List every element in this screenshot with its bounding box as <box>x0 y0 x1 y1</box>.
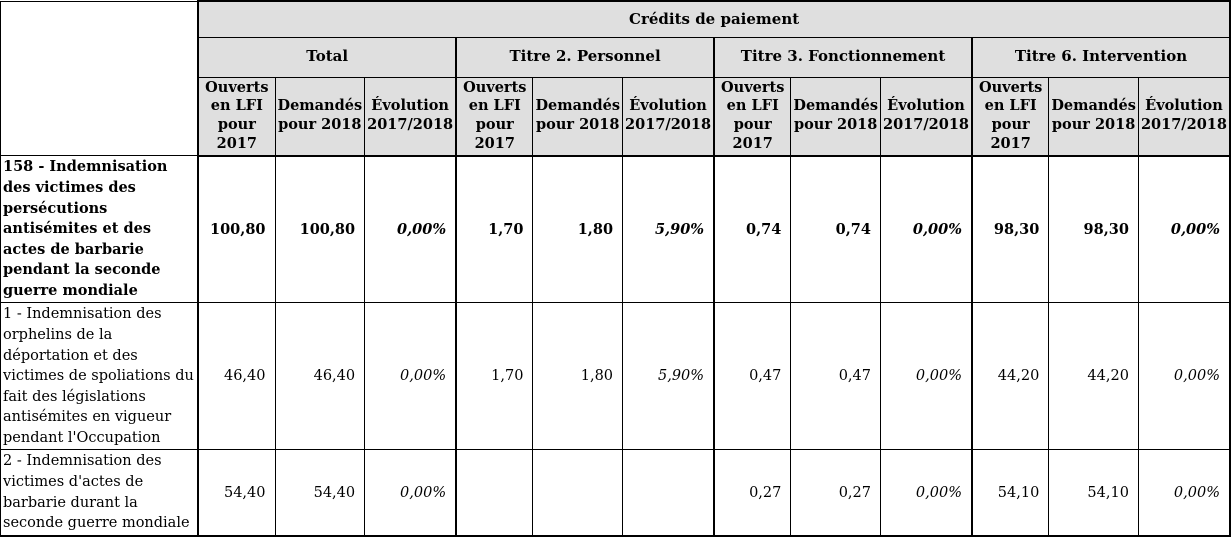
table-row-action-1: 1 - Indemnisation des orphelins de la dé… <box>0 302 1231 451</box>
value-cell: 46,40 <box>197 302 276 451</box>
empty-corner-cell <box>0 0 199 157</box>
value-cell: 44,20 <box>1048 302 1139 451</box>
value-cell: 100,80 <box>274 155 366 304</box>
row-label: 1 - Indemnisation des orphelins de la dé… <box>0 302 199 451</box>
table-row-program-158: 158 - Indemnisation des victimes des per… <box>0 155 1231 304</box>
value-cell: 0,47 <box>790 302 881 451</box>
value-cell <box>455 449 534 537</box>
value-cell: 100,80 <box>197 155 276 304</box>
subheader-demandes-2018: Demandés pour 2018 <box>790 76 881 157</box>
value-cell: 0,00% <box>364 449 457 537</box>
value-cell: 0,00% <box>364 155 457 304</box>
value-cell: 0,00% <box>1137 302 1231 451</box>
row-label: 158 - Indemnisation des victimes des per… <box>0 155 199 304</box>
value-cell: 0,74 <box>790 155 881 304</box>
group-header-titre3-fonctionnement: Titre 3. Fonctionnement <box>713 36 973 78</box>
value-cell: 54,10 <box>1048 449 1139 537</box>
subheader-demandes-2018: Demandés pour 2018 <box>1048 76 1139 157</box>
value-cell: 0,27 <box>790 449 881 537</box>
value-cell: 54,40 <box>197 449 276 537</box>
row-label: 2 - Indemnisation des victimes d'actes d… <box>0 449 199 537</box>
table-row-action-2: 2 - Indemnisation des victimes d'actes d… <box>0 449 1231 537</box>
value-cell: 44,20 <box>971 302 1050 451</box>
value-cell: 5,90% <box>622 155 715 304</box>
value-cell: 98,30 <box>1048 155 1139 304</box>
group-header-titre2-personnel: Titre 2. Personnel <box>455 36 715 78</box>
value-cell: 0,00% <box>879 155 973 304</box>
subheader-ouverts-lfi-2017: Ouverts en LFI pour 2017 <box>713 76 792 157</box>
value-cell: 0,47 <box>713 302 792 451</box>
value-cell: 98,30 <box>971 155 1050 304</box>
value-cell: 1,80 <box>532 155 624 304</box>
subheader-evolution: Évolution 2017/2018 <box>1137 76 1231 157</box>
subheader-ouverts-lfi-2017: Ouverts en LFI pour 2017 <box>455 76 534 157</box>
value-cell: 0,00% <box>1137 449 1231 537</box>
credits-de-paiement-header: Crédits de paiement <box>197 0 1231 38</box>
value-cell: 1,80 <box>532 302 624 451</box>
value-cell: 1,70 <box>455 302 534 451</box>
subheader-evolution: Évolution 2017/2018 <box>364 76 457 157</box>
value-cell: 0,00% <box>1137 155 1231 304</box>
value-cell: 0,00% <box>879 302 973 451</box>
value-cell <box>622 449 715 537</box>
subheader-evolution: Évolution 2017/2018 <box>622 76 715 157</box>
value-cell: 0,27 <box>713 449 792 537</box>
value-cell: 54,10 <box>971 449 1050 537</box>
value-cell: 0,00% <box>364 302 457 451</box>
value-cell: 5,90% <box>622 302 715 451</box>
subheader-ouverts-lfi-2017: Ouverts en LFI pour 2017 <box>197 76 276 157</box>
value-cell: 1,70 <box>455 155 534 304</box>
subheader-demandes-2018: Demandés pour 2018 <box>274 76 366 157</box>
subheader-evolution: Évolution 2017/2018 <box>879 76 973 157</box>
value-cell: 0,74 <box>713 155 792 304</box>
subheader-demandes-2018: Demandés pour 2018 <box>532 76 624 157</box>
group-header-total: Total <box>197 36 457 78</box>
subheader-ouverts-lfi-2017: Ouverts en LFI pour 2017 <box>971 76 1050 157</box>
value-cell: 0,00% <box>879 449 973 537</box>
value-cell <box>532 449 624 537</box>
value-cell: 46,40 <box>274 302 366 451</box>
group-header-titre6-intervention: Titre 6. Intervention <box>971 36 1231 78</box>
value-cell: 54,40 <box>274 449 366 537</box>
